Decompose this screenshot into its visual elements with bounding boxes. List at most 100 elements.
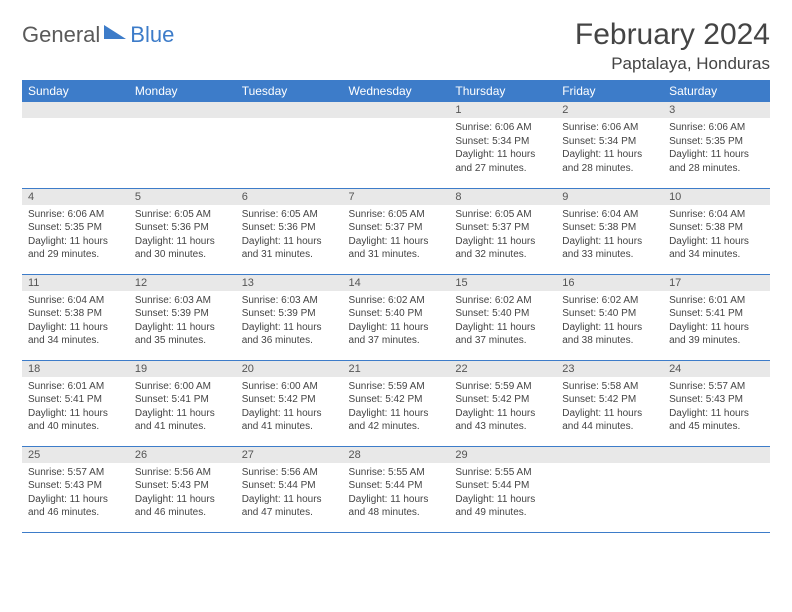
- day-number: [663, 447, 770, 463]
- day-number: [22, 102, 129, 118]
- day-details: Sunrise: 6:05 AMSunset: 5:36 PMDaylight:…: [129, 205, 236, 266]
- sunset-line: Sunset: 5:42 PM: [349, 393, 444, 407]
- daylight-line: Daylight: 11 hours and 34 minutes.: [28, 321, 123, 348]
- weekday-header: Saturday: [663, 80, 770, 102]
- sunset-line: Sunset: 5:42 PM: [562, 393, 657, 407]
- daylight-line: Daylight: 11 hours and 32 minutes.: [455, 235, 550, 262]
- calendar-cell: 6Sunrise: 6:05 AMSunset: 5:36 PMDaylight…: [236, 188, 343, 274]
- day-details: Sunrise: 6:02 AMSunset: 5:40 PMDaylight:…: [556, 291, 663, 352]
- day-number: 18: [22, 361, 129, 377]
- sunrise-line: Sunrise: 5:55 AM: [455, 466, 550, 480]
- daylight-line: Daylight: 11 hours and 31 minutes.: [349, 235, 444, 262]
- sunset-line: Sunset: 5:41 PM: [135, 393, 230, 407]
- calendar-cell: 29Sunrise: 5:55 AMSunset: 5:44 PMDayligh…: [449, 446, 556, 532]
- weekday-header: Thursday: [449, 80, 556, 102]
- day-details: Sunrise: 5:59 AMSunset: 5:42 PMDaylight:…: [449, 377, 556, 438]
- daylight-line: Daylight: 11 hours and 39 minutes.: [669, 321, 764, 348]
- calendar-cell: 10Sunrise: 6:04 AMSunset: 5:38 PMDayligh…: [663, 188, 770, 274]
- calendar-cell: 23Sunrise: 5:58 AMSunset: 5:42 PMDayligh…: [556, 360, 663, 446]
- sunset-line: Sunset: 5:43 PM: [135, 479, 230, 493]
- sunrise-line: Sunrise: 6:05 AM: [135, 208, 230, 222]
- header: General Blue February 2024 Paptalaya, Ho…: [22, 18, 770, 74]
- sunset-line: Sunset: 5:39 PM: [242, 307, 337, 321]
- calendar-cell: 16Sunrise: 6:02 AMSunset: 5:40 PMDayligh…: [556, 274, 663, 360]
- calendar-week-row: 1Sunrise: 6:06 AMSunset: 5:34 PMDaylight…: [22, 102, 770, 188]
- daylight-line: Daylight: 11 hours and 49 minutes.: [455, 493, 550, 520]
- sunset-line: Sunset: 5:36 PM: [242, 221, 337, 235]
- day-details: Sunrise: 6:04 AMSunset: 5:38 PMDaylight:…: [663, 205, 770, 266]
- calendar-cell: 14Sunrise: 6:02 AMSunset: 5:40 PMDayligh…: [343, 274, 450, 360]
- sunrise-line: Sunrise: 6:04 AM: [28, 294, 123, 308]
- sunrise-line: Sunrise: 6:05 AM: [349, 208, 444, 222]
- day-details: Sunrise: 6:00 AMSunset: 5:41 PMDaylight:…: [129, 377, 236, 438]
- day-details: Sunrise: 5:57 AMSunset: 5:43 PMDaylight:…: [663, 377, 770, 438]
- sunrise-line: Sunrise: 5:58 AM: [562, 380, 657, 394]
- calendar-week-row: 25Sunrise: 5:57 AMSunset: 5:43 PMDayligh…: [22, 446, 770, 532]
- sunset-line: Sunset: 5:38 PM: [562, 221, 657, 235]
- day-number: 2: [556, 102, 663, 118]
- logo-text-blue: Blue: [130, 22, 174, 48]
- sunset-line: Sunset: 5:34 PM: [562, 135, 657, 149]
- day-number: [129, 102, 236, 118]
- day-number: 19: [129, 361, 236, 377]
- daylight-line: Daylight: 11 hours and 31 minutes.: [242, 235, 337, 262]
- calendar-cell: [22, 102, 129, 188]
- sunset-line: Sunset: 5:34 PM: [455, 135, 550, 149]
- calendar-cell: 18Sunrise: 6:01 AMSunset: 5:41 PMDayligh…: [22, 360, 129, 446]
- sunrise-line: Sunrise: 6:04 AM: [669, 208, 764, 222]
- sunset-line: Sunset: 5:35 PM: [669, 135, 764, 149]
- day-details: Sunrise: 5:56 AMSunset: 5:43 PMDaylight:…: [129, 463, 236, 524]
- daylight-line: Daylight: 11 hours and 48 minutes.: [349, 493, 444, 520]
- weekday-header: Friday: [556, 80, 663, 102]
- day-number: 28: [343, 447, 450, 463]
- calendar-cell: 22Sunrise: 5:59 AMSunset: 5:42 PMDayligh…: [449, 360, 556, 446]
- sunset-line: Sunset: 5:41 PM: [669, 307, 764, 321]
- day-number: 9: [556, 189, 663, 205]
- day-details: Sunrise: 6:03 AMSunset: 5:39 PMDaylight:…: [129, 291, 236, 352]
- day-number: 26: [129, 447, 236, 463]
- day-details: Sunrise: 5:55 AMSunset: 5:44 PMDaylight:…: [449, 463, 556, 524]
- day-number: 12: [129, 275, 236, 291]
- sunset-line: Sunset: 5:41 PM: [28, 393, 123, 407]
- sunrise-line: Sunrise: 6:06 AM: [455, 121, 550, 135]
- calendar-cell: 4Sunrise: 6:06 AMSunset: 5:35 PMDaylight…: [22, 188, 129, 274]
- sunrise-line: Sunrise: 6:05 AM: [242, 208, 337, 222]
- sunrise-line: Sunrise: 5:59 AM: [455, 380, 550, 394]
- sunrise-line: Sunrise: 5:56 AM: [242, 466, 337, 480]
- daylight-line: Daylight: 11 hours and 46 minutes.: [28, 493, 123, 520]
- day-details: Sunrise: 6:04 AMSunset: 5:38 PMDaylight:…: [22, 291, 129, 352]
- day-details: Sunrise: 6:03 AMSunset: 5:39 PMDaylight:…: [236, 291, 343, 352]
- day-details: Sunrise: 6:06 AMSunset: 5:34 PMDaylight:…: [449, 118, 556, 179]
- calendar-cell: [236, 102, 343, 188]
- sunrise-line: Sunrise: 6:01 AM: [28, 380, 123, 394]
- calendar-cell: 26Sunrise: 5:56 AMSunset: 5:43 PMDayligh…: [129, 446, 236, 532]
- sunrise-line: Sunrise: 6:00 AM: [242, 380, 337, 394]
- day-number: 24: [663, 361, 770, 377]
- daylight-line: Daylight: 11 hours and 33 minutes.: [562, 235, 657, 262]
- sunrise-line: Sunrise: 6:00 AM: [135, 380, 230, 394]
- calendar-cell: [556, 446, 663, 532]
- title-block: February 2024 Paptalaya, Honduras: [575, 18, 770, 74]
- daylight-line: Daylight: 11 hours and 36 minutes.: [242, 321, 337, 348]
- calendar-cell: 15Sunrise: 6:02 AMSunset: 5:40 PMDayligh…: [449, 274, 556, 360]
- day-details: Sunrise: 5:59 AMSunset: 5:42 PMDaylight:…: [343, 377, 450, 438]
- sunrise-line: Sunrise: 5:57 AM: [28, 466, 123, 480]
- sunset-line: Sunset: 5:44 PM: [349, 479, 444, 493]
- sunrise-line: Sunrise: 5:59 AM: [349, 380, 444, 394]
- daylight-line: Daylight: 11 hours and 44 minutes.: [562, 407, 657, 434]
- day-number: 1: [449, 102, 556, 118]
- calendar-week-row: 11Sunrise: 6:04 AMSunset: 5:38 PMDayligh…: [22, 274, 770, 360]
- day-details: Sunrise: 6:05 AMSunset: 5:36 PMDaylight:…: [236, 205, 343, 266]
- sunrise-line: Sunrise: 5:57 AM: [669, 380, 764, 394]
- logo-triangle-icon: [104, 25, 126, 39]
- logo: General Blue: [22, 22, 174, 48]
- day-number: 6: [236, 189, 343, 205]
- calendar-cell: 5Sunrise: 6:05 AMSunset: 5:36 PMDaylight…: [129, 188, 236, 274]
- day-details: Sunrise: 6:02 AMSunset: 5:40 PMDaylight:…: [343, 291, 450, 352]
- day-details: Sunrise: 6:05 AMSunset: 5:37 PMDaylight:…: [343, 205, 450, 266]
- sunrise-line: Sunrise: 6:06 AM: [562, 121, 657, 135]
- sunrise-line: Sunrise: 6:03 AM: [242, 294, 337, 308]
- day-number: 3: [663, 102, 770, 118]
- calendar-cell: 11Sunrise: 6:04 AMSunset: 5:38 PMDayligh…: [22, 274, 129, 360]
- calendar-cell: 20Sunrise: 6:00 AMSunset: 5:42 PMDayligh…: [236, 360, 343, 446]
